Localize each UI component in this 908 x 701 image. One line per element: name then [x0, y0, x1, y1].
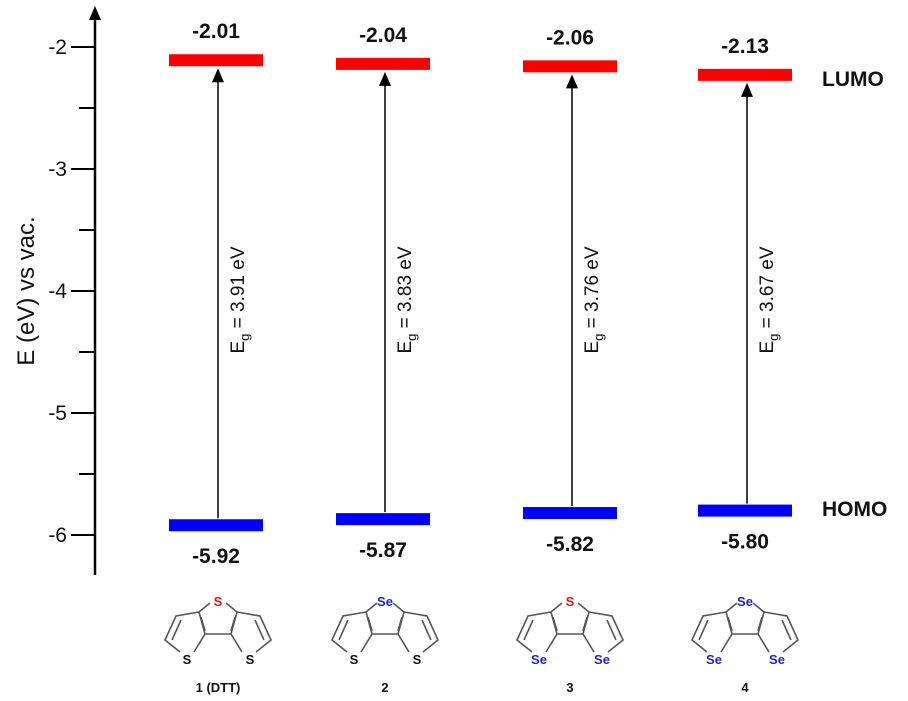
y-axis: -2 -3 -4 -5 -6 — [48, 6, 101, 575]
atom-top: Se — [737, 594, 753, 609]
bond — [397, 611, 439, 653]
bond — [516, 611, 558, 653]
eg-symbol: E — [757, 341, 778, 354]
compound-label: 1 (DTT) — [196, 680, 241, 695]
lumo-value-label: -2.01 — [192, 20, 240, 43]
y-axis-label: E (eV) vs vac. — [13, 216, 40, 365]
band-gap-label: Eg = 3.91 eV — [228, 246, 252, 353]
eg-value: = 3.83 eV — [395, 246, 416, 333]
lumo-bar — [698, 68, 792, 81]
gap-arrowhead — [379, 71, 391, 86]
eg-subscript: g — [591, 334, 606, 341]
bond — [198, 602, 238, 635]
y-tick-label: -3 — [48, 158, 67, 181]
homo-bar — [523, 507, 617, 520]
homo-value-label: -5.80 — [721, 531, 769, 554]
homo-bar — [336, 513, 430, 526]
band-gap-label: Eg = 3.83 eV — [395, 246, 419, 353]
molecule-2: Se S S 2 — [331, 594, 439, 695]
compound-levels-1: -2.01 -5.92 Eg = 3.91 eV — [169, 20, 263, 568]
homo-side-label: HOMO — [822, 498, 887, 521]
molecule-4: Se Se Se 4 — [691, 594, 799, 695]
eg-value: = 3.76 eV — [582, 246, 603, 333]
levels: -2.01 -5.92 Eg = 3.91 eV -2.04 -5.87 Eg = 3.8… — [169, 20, 792, 568]
bond — [397, 616, 432, 641]
bond — [230, 611, 272, 653]
bond — [691, 611, 733, 653]
lumo-value-label: -2.04 — [359, 24, 407, 47]
bond — [725, 602, 765, 635]
molecule-3: S Se Se 3 — [516, 594, 624, 695]
atom-right: Se — [769, 652, 785, 667]
atom-right: Se — [594, 652, 610, 667]
gap-arrowhead — [566, 74, 578, 89]
lumo-bar — [336, 57, 430, 70]
homo-bar — [169, 519, 263, 532]
atom-top: S — [214, 594, 223, 609]
atom-right: S — [246, 652, 255, 667]
bond — [550, 602, 590, 635]
y-tick-label: -5 — [48, 402, 67, 425]
lumo-side-label: LUMO — [822, 68, 884, 91]
bond — [757, 611, 799, 653]
atom-left: S — [350, 652, 359, 667]
eg-subscript: g — [237, 334, 252, 341]
atom-right: S — [413, 652, 422, 667]
compound-label: 2 — [381, 680, 388, 695]
eg-symbol: E — [228, 341, 249, 354]
bond — [523, 616, 558, 641]
bond — [338, 616, 373, 641]
eg-value: = 3.91 eV — [228, 246, 249, 333]
eg-value: = 3.67 eV — [757, 246, 778, 333]
atom-left: Se — [531, 652, 547, 667]
eg-symbol: E — [582, 341, 603, 354]
bond — [698, 616, 733, 641]
bond — [757, 616, 792, 641]
homo-value-label: -5.87 — [359, 539, 407, 562]
atom-top: S — [566, 594, 575, 609]
gap-arrowhead — [212, 68, 224, 83]
bond — [230, 616, 265, 641]
atom-top: Se — [377, 594, 393, 609]
eg-subscript: g — [766, 334, 781, 341]
lumo-bar — [523, 60, 617, 73]
bond — [582, 611, 624, 653]
bond — [164, 611, 206, 653]
compound-levels-4: -2.13 -5.80 Eg = 3.67 eV — [698, 35, 792, 554]
eg-symbol: E — [395, 341, 416, 354]
band-gap-label: Eg = 3.76 eV — [582, 246, 606, 353]
bond — [331, 611, 373, 653]
homo-bar — [698, 504, 792, 517]
y-tick-label: -2 — [48, 36, 67, 59]
compound-label: 3 — [566, 680, 573, 695]
gap-arrowhead — [741, 82, 753, 97]
compound-label: 4 — [741, 680, 749, 695]
bond — [365, 602, 405, 635]
homo-value-label: -5.82 — [546, 533, 594, 556]
molecule-1: S S S 1 (DTT) — [164, 594, 272, 695]
y-tick-label: -6 — [48, 524, 67, 547]
compound-levels-2: -2.04 -5.87 Eg = 3.83 eV — [336, 24, 430, 562]
compound-levels-3: -2.06 -5.82 Eg = 3.76 eV — [523, 26, 617, 556]
lumo-value-label: -2.13 — [721, 35, 769, 58]
bond — [582, 616, 617, 641]
lumo-value-label: -2.06 — [546, 26, 594, 49]
y-axis-arrowhead — [89, 6, 101, 20]
molecules: S S S 1 (DTT) Se S S 2 S Se Se 3 Se Se Se 4 — [164, 594, 799, 695]
y-tick-label: -4 — [48, 280, 67, 303]
bond — [171, 616, 206, 641]
atom-left: S — [183, 652, 192, 667]
homo-value-label: -5.92 — [192, 545, 240, 568]
lumo-bar — [169, 54, 263, 67]
band-gap-label: Eg = 3.67 eV — [757, 246, 781, 353]
atom-left: Se — [706, 652, 722, 667]
eg-subscript: g — [404, 334, 419, 341]
